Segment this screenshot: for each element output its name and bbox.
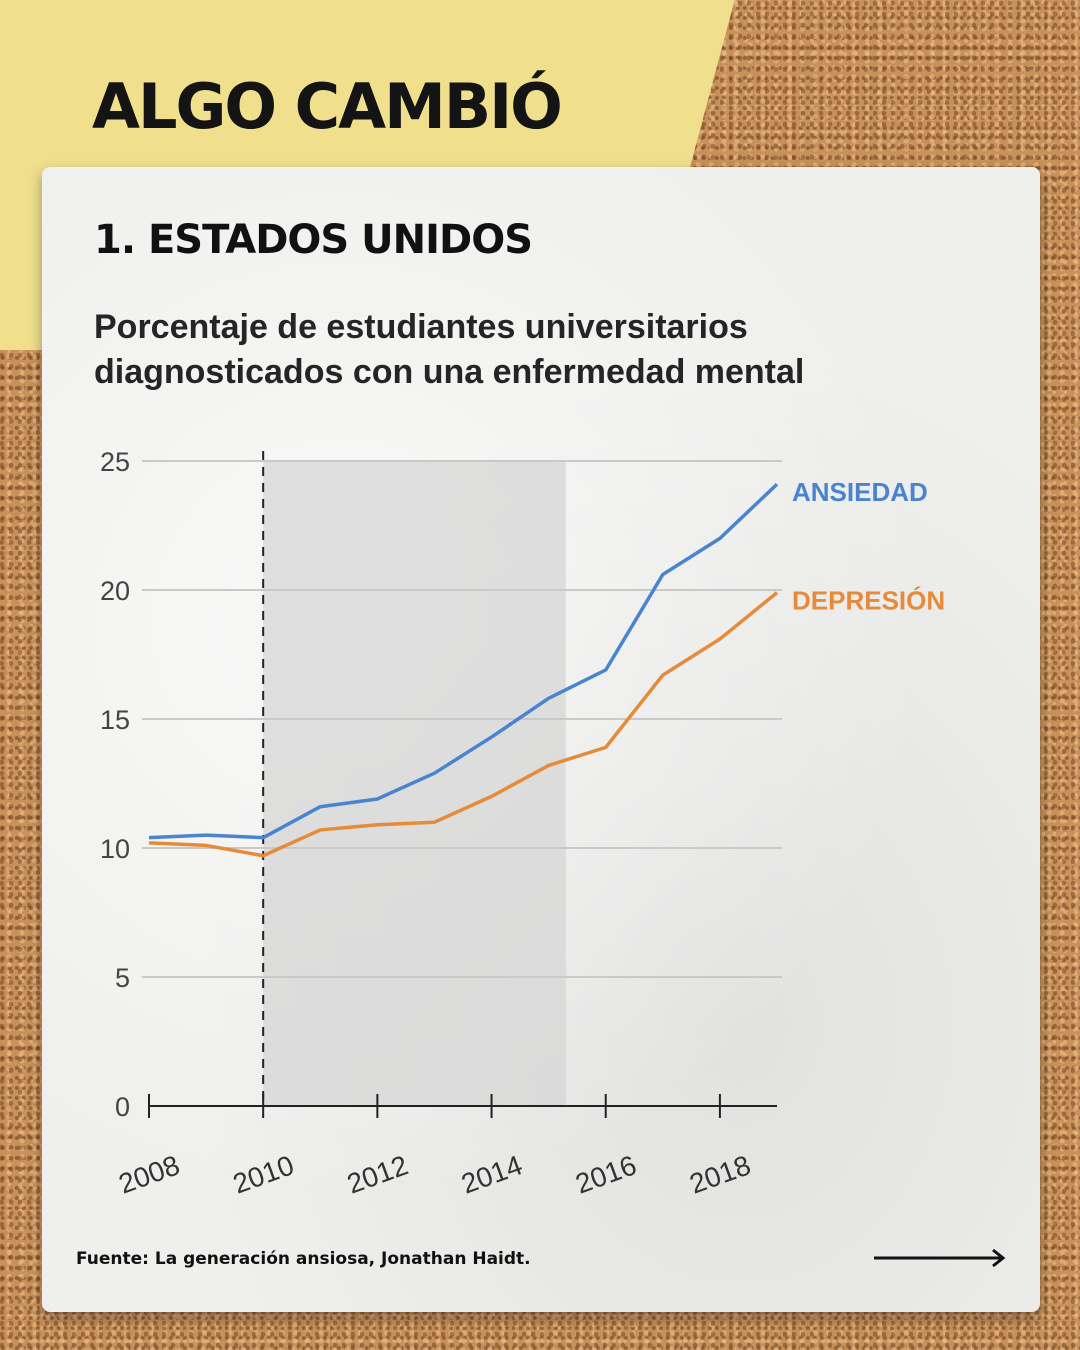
- page-title: ALGO CAMBIÓ: [92, 70, 563, 143]
- y-tick-label-25: 25: [100, 447, 130, 477]
- x-tick-label-2014: 2014: [457, 1149, 526, 1199]
- line-chart: 0 5 10 15 20 25 2008 2010 2012 2014 2016 2018 ANSIED…: [100, 447, 945, 1200]
- x-tick-label-2010: 2010: [229, 1149, 298, 1199]
- legend-label-depresion: DEPRESIÓN: [792, 586, 945, 616]
- section-title: 1. ESTADOS UNIDOS: [94, 217, 533, 263]
- x-tick-label-2018: 2018: [686, 1149, 755, 1199]
- y-tick-label-20: 20: [100, 576, 130, 606]
- arrow-right-icon[interactable]: [872, 1245, 1008, 1271]
- chart-subtitle: Porcentaje de estudiantes universitarios…: [94, 308, 805, 391]
- y-tick-label-15: 15: [100, 705, 130, 735]
- x-tick-label-2008: 2008: [115, 1149, 184, 1199]
- y-tick-label-0: 0: [115, 1092, 130, 1122]
- series-line-depresion: [148, 591, 779, 858]
- x-tick-label-2016: 2016: [571, 1149, 640, 1199]
- legend-label-ansiedad: ANSIEDAD: [792, 477, 928, 507]
- series-line-ansiedad: [148, 482, 779, 840]
- y-tick-label-5: 5: [115, 963, 130, 993]
- source-citation: Fuente: La generación ansiosa, Jonathan …: [76, 1249, 531, 1269]
- content-card: 1. ESTADOS UNIDOS Porcentaje de estudian…: [42, 167, 1040, 1312]
- y-tick-label-10: 10: [100, 834, 130, 864]
- x-tick-label-2012: 2012: [343, 1149, 412, 1199]
